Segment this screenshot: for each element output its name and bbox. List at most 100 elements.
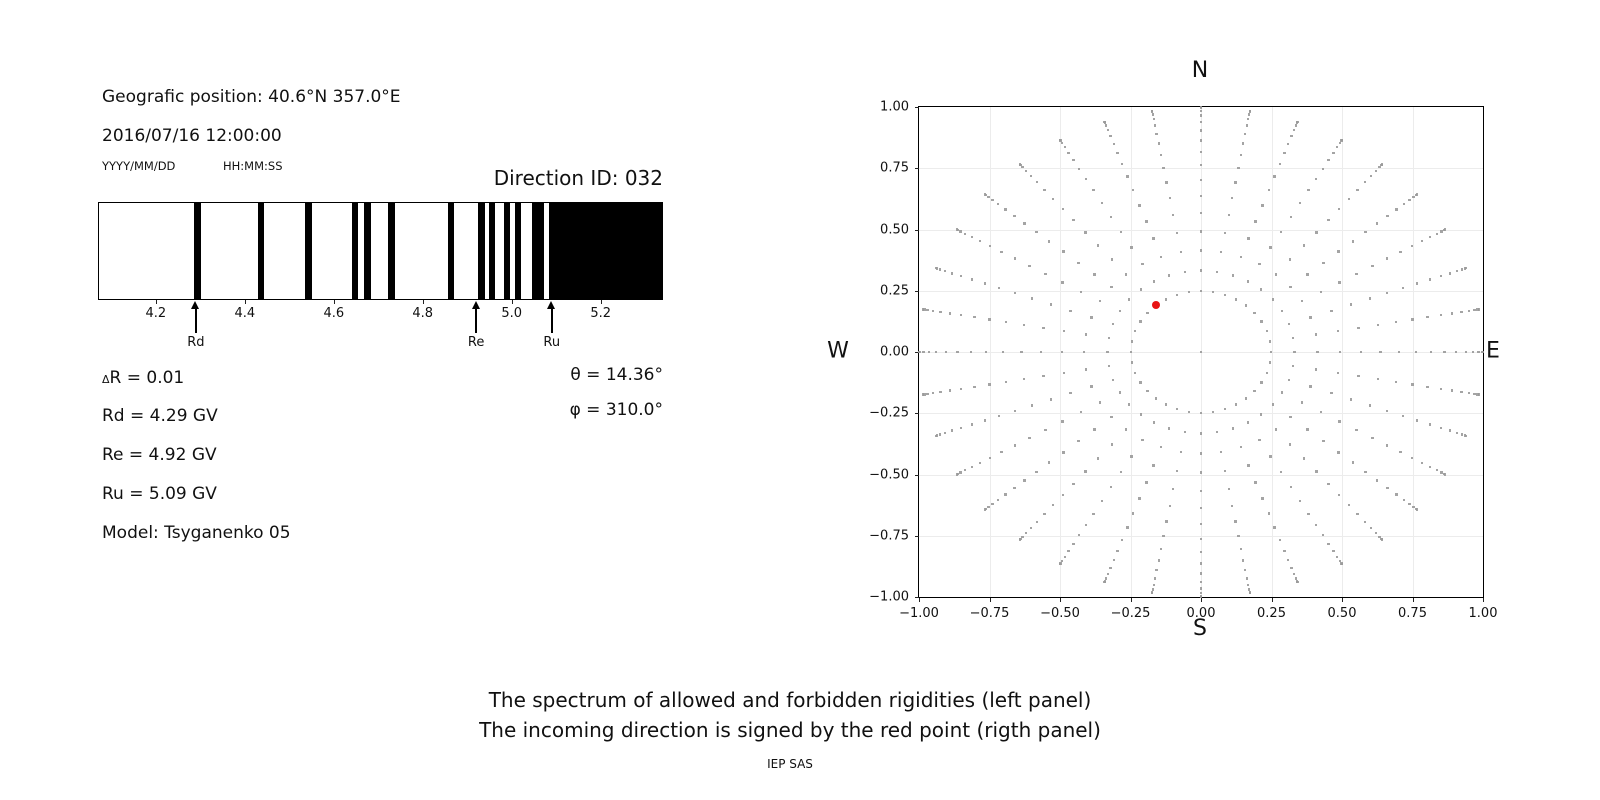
direction-grid-dot: [1138, 497, 1141, 500]
direction-grid-dot: [943, 431, 947, 435]
direction-grid-dot: [1018, 538, 1021, 541]
direction-grid-dot: [1152, 237, 1155, 240]
direction-grid-dot: [983, 193, 987, 196]
direction-grid-dot: [1314, 368, 1318, 371]
direction-grid-dot: [1139, 413, 1142, 416]
direction-grid-dot: [991, 502, 994, 506]
direction-grid-dot: [1374, 169, 1378, 172]
direction-grid-dot: [1332, 549, 1335, 553]
direction-grid-dot: [1124, 428, 1128, 431]
direction-grid-dot: [1280, 310, 1284, 313]
direction-grid-dot: [1104, 577, 1108, 580]
direction-grid-dot: [951, 272, 954, 275]
direction-grid-dot: [1107, 364, 1110, 368]
direction-grid-dot: [1426, 316, 1429, 319]
direction-grid-dot: [1223, 407, 1227, 411]
direction-grid-dot: [983, 282, 986, 285]
direction-grid-dot: [1477, 350, 1480, 354]
direction-grid-dot: [1062, 451, 1065, 454]
direction-grid-dot: [1079, 290, 1082, 293]
direction-grid-dot: [1000, 250, 1003, 254]
direction-grid-dot: [1029, 174, 1033, 178]
direction-grid-dot: [997, 202, 1000, 206]
direction-grid-dot: [1100, 201, 1104, 205]
date-format-hint: YYYY/MM/DD: [102, 159, 176, 173]
direction-grid-dot: [959, 471, 962, 474]
direction-grid-dot: [1078, 167, 1081, 170]
direction-grid-dot: [1337, 451, 1340, 454]
direction-grid-dot: [1260, 320, 1263, 323]
direction-grid-dot: [1078, 534, 1081, 537]
y-axis-tick: [915, 168, 919, 170]
direction-grid-dot: [1013, 486, 1016, 490]
direction-grid-dot: [1152, 117, 1155, 121]
x-axis-tick-label: −0.25: [1110, 606, 1151, 621]
y-axis-tick: [915, 474, 919, 476]
direction-grid-dot: [1415, 193, 1419, 196]
direction-grid-dot: [984, 350, 988, 354]
direction-grid-dot: [1060, 559, 1064, 563]
direction-grid-dot: [927, 350, 930, 354]
direction-grid-dot: [1172, 214, 1175, 217]
direction-grid-dot: [1439, 274, 1442, 278]
direction-plot-wrap: −1.00 −0.75 −0.50 −0.25 0.00 0.25 0.50 0.75 1.00…: [827, 58, 1500, 641]
direction-grid-dot: [1220, 250, 1223, 254]
direction-grid-dot: [1356, 512, 1359, 516]
datetime-label: 2016/07/16 12:00:00: [102, 126, 282, 146]
direction-grid-dot: [1004, 380, 1008, 384]
direction-grid-dot: [922, 393, 925, 396]
credit-label: IEP SAS: [767, 757, 813, 771]
x-axis-tick: [1201, 598, 1202, 602]
direction-grid-dot: [1477, 308, 1480, 311]
direction-grid-dot: [1273, 526, 1276, 529]
direction-grid-dot: [1234, 520, 1237, 523]
direction-grid-dot: [1061, 493, 1065, 497]
direction-grid-dot: [1023, 479, 1026, 482]
direction-grid-dot: [1327, 482, 1330, 485]
caption-line-1: The spectrum of allowed and forbidden ri…: [488, 688, 1092, 712]
direction-grid-dot: [1340, 562, 1344, 566]
direction-grid-dot: [1444, 473, 1447, 476]
direction-grid-dot: [1385, 444, 1389, 447]
x-axis-tick-label: 0.50: [1327, 606, 1357, 621]
direction-grid-dot: [1429, 465, 1432, 469]
direction-grid-dot: [1013, 214, 1016, 218]
direction-grid-dot: [939, 310, 942, 314]
direction-grid-dot: [1411, 318, 1414, 321]
barcode-x-tick: [422, 300, 424, 304]
direction-grid-dot: [1402, 498, 1405, 501]
direction-grid-dot: [1287, 142, 1290, 145]
direction-grid-dot: [1307, 512, 1310, 515]
direction-grid-dot: [1268, 340, 1272, 343]
direction-grid-dot: [1364, 470, 1367, 474]
barcode-x-tick: [155, 300, 157, 304]
compass-south-label: S: [1193, 616, 1207, 641]
direction-grid-dot: [1112, 142, 1115, 145]
y-axis-tick: [915, 229, 919, 231]
direction-grid-dot: [1146, 389, 1149, 393]
direction-grid-dot: [1199, 562, 1203, 565]
direction-grid-dot: [1092, 512, 1095, 515]
direction-grid-dot: [1347, 503, 1351, 507]
direction-grid-dot: [1378, 535, 1381, 538]
direction-grid-dot: [1300, 401, 1304, 404]
direction-grid-dot: [1429, 350, 1433, 354]
barcode-x-tick: [600, 300, 602, 304]
direction-grid-dot: [1254, 220, 1257, 223]
caption-line-2: The incoming direction is signed by the …: [479, 718, 1101, 742]
direction-grid-dot: [1414, 350, 1418, 354]
direction-grid-dot: [1069, 309, 1072, 312]
direction-grid-dot: [1321, 167, 1324, 170]
direction-grid-dot: [1049, 303, 1052, 306]
direction-grid-dot: [1022, 377, 1026, 381]
direction-grid-dot: [1408, 198, 1411, 202]
direction-grid-dot: [1265, 371, 1268, 374]
direction-grid-dot: [1028, 264, 1031, 268]
direction-grid-dot: [1150, 109, 1154, 112]
direction-id-label: Direction ID: 032: [493, 166, 663, 190]
x-axis-tick: [1271, 598, 1273, 602]
direction-grid-dot: [1247, 117, 1250, 121]
direction-grid-dot: [1481, 350, 1485, 354]
direction-grid-dot: [1464, 434, 1468, 437]
